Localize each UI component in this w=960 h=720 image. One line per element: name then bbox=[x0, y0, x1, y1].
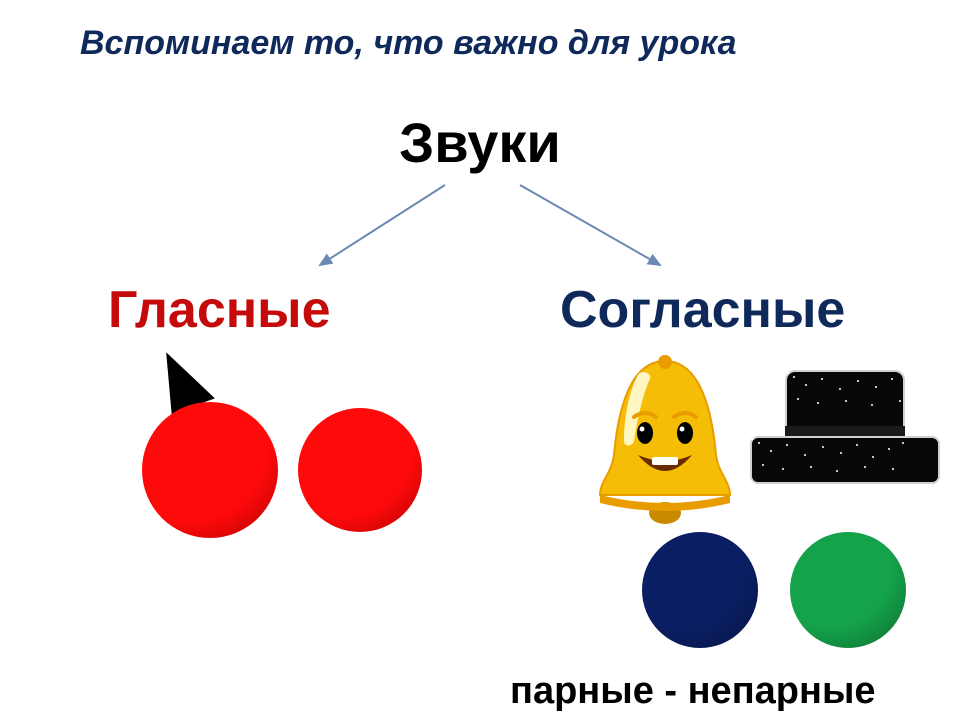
footer-label: парные - непарные bbox=[510, 670, 876, 713]
hat-icon bbox=[750, 370, 940, 488]
arrow-left-line bbox=[320, 185, 445, 265]
bell-icon bbox=[590, 355, 740, 525]
consonant-circle-2 bbox=[790, 532, 906, 648]
page-title: Звуки bbox=[0, 110, 960, 175]
arrow-right-line bbox=[520, 185, 660, 265]
bell-rim bbox=[600, 495, 730, 511]
bell-body bbox=[600, 361, 730, 495]
vowel-circle-2 bbox=[298, 408, 422, 532]
label-consonants: Согласные bbox=[560, 280, 845, 340]
hat-brim bbox=[750, 436, 940, 484]
bell-eye-r bbox=[677, 422, 693, 444]
vowel-circle-1 bbox=[142, 402, 278, 538]
label-vowels: Гласные bbox=[108, 280, 331, 340]
page-subtitle: Вспоминаем то, что важно для урока bbox=[80, 24, 737, 63]
consonant-circle-1 bbox=[642, 532, 758, 648]
bell-top-knob bbox=[658, 355, 672, 369]
bell-eye-l bbox=[637, 422, 653, 444]
